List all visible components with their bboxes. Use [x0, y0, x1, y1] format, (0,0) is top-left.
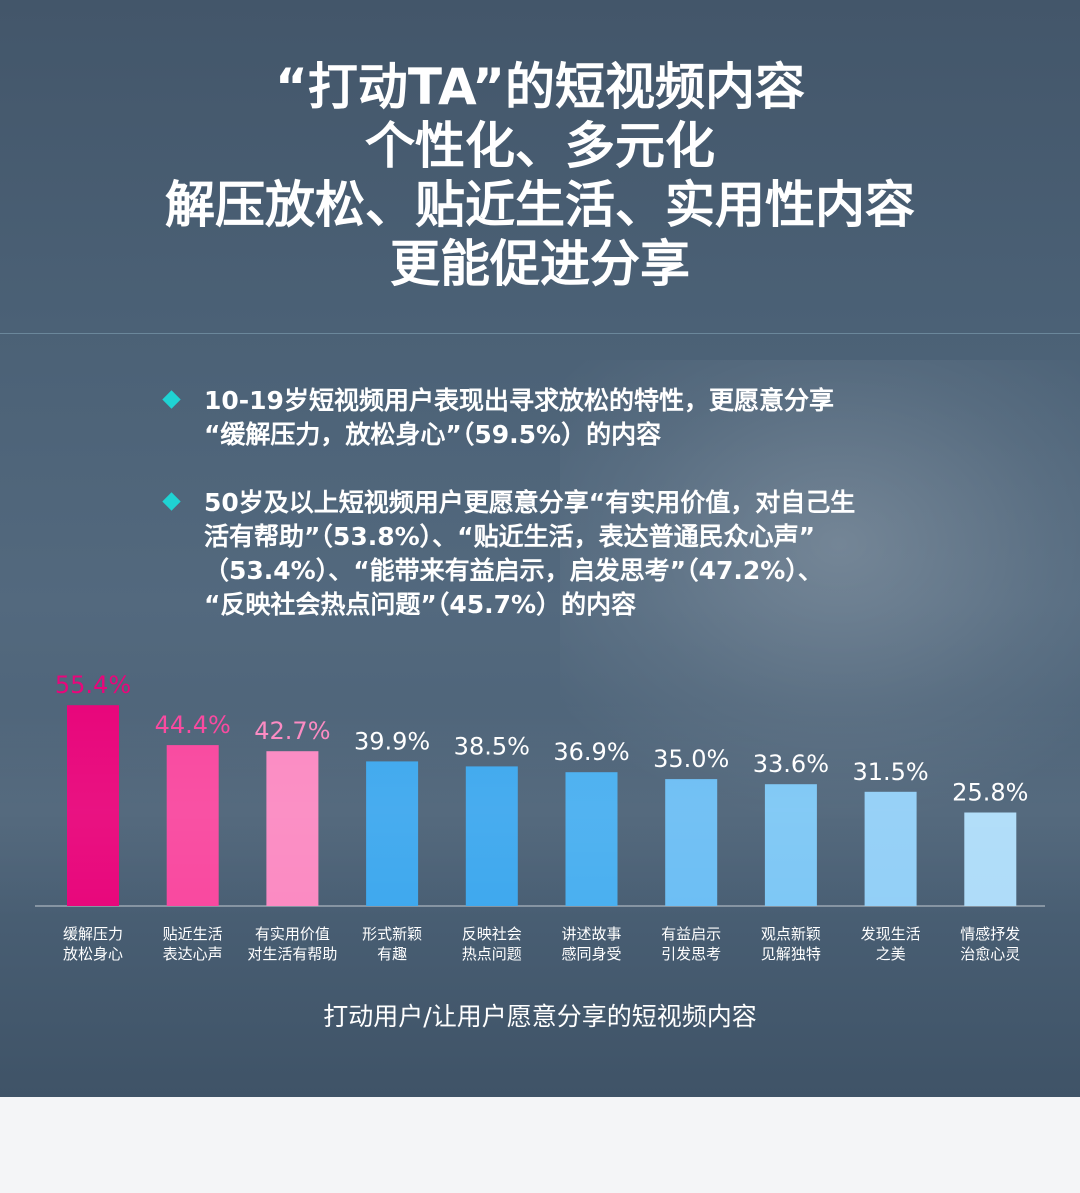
bar-8 [764, 784, 817, 906]
category-label-line: 放松身心 [62, 945, 123, 963]
category-label-line: 反映社会 [461, 925, 522, 943]
bar-9 [864, 791, 917, 906]
category-label-8: 观点新颖 见解独特 [736, 924, 846, 964]
bar-6 [565, 772, 618, 906]
value-label-6: 36.9% [553, 738, 629, 766]
category-label-7: 有益启示 引发思考 [636, 924, 746, 964]
value-label-7: 35.0% [653, 745, 729, 773]
bullet-text: 10-19岁短视频用户表现出寻求放松的特性，更愿意分享 “缓解压力，放松身心”（… [204, 384, 960, 452]
value-label-2: 44.4% [155, 711, 231, 739]
category-label-line: 发现生活 [860, 925, 921, 943]
category-label-line: 热点问题 [461, 945, 522, 963]
bullet-line: 50岁及以上短视频用户更愿意分享“有实用价值，对自己生 [204, 488, 856, 517]
category-label-line: 形式新颖 [362, 925, 423, 943]
category-label-10: 情感抒发 治愈心灵 [935, 924, 1045, 964]
diamond-bullet-icon [162, 390, 181, 409]
diamond-bullet-icon [162, 492, 181, 511]
category-label-line: 引发思考 [661, 945, 722, 963]
bullet-line: 活有帮助”（53.8%）、“贴近生活，表达普通民众心声” [204, 522, 816, 551]
bullet-text: 50岁及以上短视频用户更愿意分享“有实用价值，对自己生 活有帮助”（53.8%）… [204, 486, 960, 622]
bullet-line: “反映社会热点问题”（45.7%）的内容 [204, 590, 637, 619]
category-label-6: 讲述故事 感同身受 [537, 924, 647, 964]
bullet-line: “缓解压力，放松身心”（59.5%）的内容 [204, 420, 662, 449]
value-label-3: 42.7% [254, 717, 330, 745]
headline-line-2: 个性化、多元化 [365, 117, 715, 175]
category-label-line: 贴近生活 [162, 925, 223, 943]
chart-title: 打动用户/让用户愿意分享的短视频内容 [323, 1002, 757, 1031]
category-label-9: 发现生活 之美 [836, 924, 946, 964]
bar-4 [366, 761, 419, 906]
category-label-5: 反映社会 热点问题 [437, 924, 547, 964]
bar-3 [266, 751, 319, 906]
bar-group [67, 705, 1017, 906]
headline-line-4: 更能促进分享 [390, 235, 690, 293]
category-label-4: 形式新颖 有趣 [337, 924, 447, 964]
bar-1 [67, 705, 119, 906]
bar-2 [166, 745, 219, 906]
bar-7 [665, 779, 718, 906]
bar-10 [964, 812, 1017, 906]
category-label-line: 表达心声 [162, 945, 223, 963]
value-label-4: 39.9% [354, 727, 430, 755]
value-label-group: 55.4% 44.4% 42.7% 39.9% 38.5% 36.9% 35.0% 33.6%… [55, 671, 1029, 806]
value-label-5: 38.5% [454, 732, 530, 760]
value-label-9: 31.5% [852, 758, 928, 786]
category-label-line: 对生活有帮助 [247, 945, 338, 963]
category-label-line: 之美 [875, 945, 906, 963]
bullet-line: 10-19岁短视频用户表现出寻求放松的特性，更愿意分享 [204, 386, 834, 415]
infographic-panel: “打动TA”的短视频内容 个性化、多元化 解压放松、贴近生活、实用性内容 更能促… [0, 0, 1080, 1097]
headline-line-1: “打动TA”的短视频内容 [274, 58, 806, 116]
headline: “打动TA”的短视频内容 个性化、多元化 解压放松、贴近生活、实用性内容 更能促… [0, 58, 1080, 294]
category-label-1: 缓解压力 放松身心 [38, 924, 148, 964]
category-label-line: 感同身受 [561, 945, 622, 963]
value-label-8: 33.6% [753, 750, 829, 778]
category-label-line: 有实用价值 [254, 925, 330, 943]
category-label-2: 贴近生活 表达心声 [138, 924, 248, 964]
category-label-line: 有益启示 [661, 925, 722, 943]
headline-line-3: 解压放松、贴近生活、实用性内容 [165, 176, 915, 234]
bullet-item-teens: 10-19岁短视频用户表现出寻求放松的特性，更愿意分享 “缓解压力，放松身心”（… [160, 384, 960, 452]
category-label-line: 讲述故事 [561, 925, 622, 943]
bullet-list: 10-19岁短视频用户表现出寻求放松的特性，更愿意分享 “缓解压力，放松身心”（… [160, 384, 960, 656]
category-label-line: 见解独特 [760, 945, 821, 963]
bullet-item-seniors: 50岁及以上短视频用户更愿意分享“有实用价值，对自己生 活有帮助”（53.8%）… [160, 486, 960, 622]
value-label-1: 55.4% [55, 671, 131, 699]
category-label-line: 缓解压力 [62, 925, 123, 943]
section-divider [0, 333, 1080, 334]
bar-5 [465, 766, 518, 906]
category-label-line: 观点新颖 [760, 925, 821, 943]
category-label-line: 情感抒发 [960, 925, 1021, 943]
category-label-line: 有趣 [377, 945, 408, 963]
bar-chart: 55.4% 44.4% 42.7% 39.9% 38.5% 36.9% 35.0% 33.6%… [35, 671, 1045, 907]
category-label-line: 治愈心灵 [960, 945, 1021, 963]
category-label-3: 有实用价值对生活有帮助 [237, 924, 347, 964]
value-label-10: 25.8% [952, 779, 1028, 807]
bullet-line: （53.4%）、“能带来有益启示，启发思考”（47.2%）、 [204, 556, 823, 585]
